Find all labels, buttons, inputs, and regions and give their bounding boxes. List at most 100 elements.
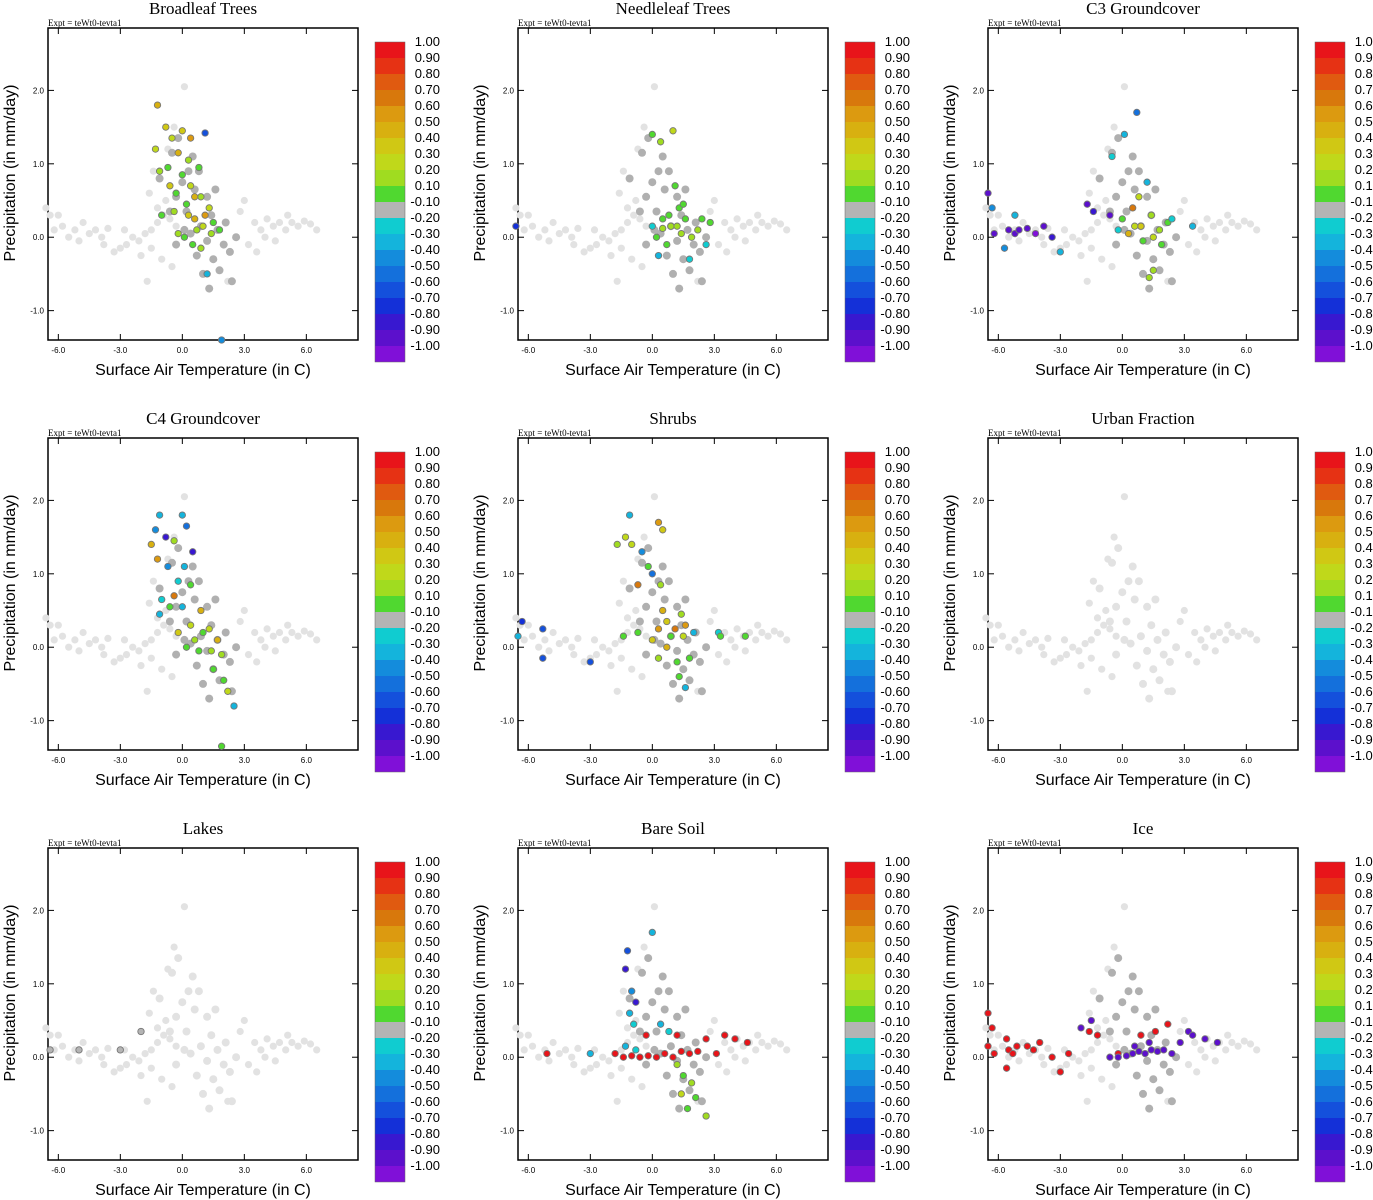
- background-point: [104, 224, 112, 232]
- background-point: [1108, 1083, 1116, 1091]
- cluster-point: [1161, 1038, 1170, 1047]
- colorbar-swatch: [375, 42, 405, 58]
- colorbar-label: 0.80: [415, 476, 440, 491]
- x-tick-label: -3.0: [583, 1166, 597, 1175]
- colorbar-swatch: [375, 1006, 405, 1022]
- background-point: [98, 233, 106, 241]
- background-point: [1087, 244, 1095, 252]
- data-point: [1040, 222, 1048, 230]
- colorbar-swatch: [375, 250, 405, 266]
- data-point: [644, 562, 652, 571]
- cluster-point: [673, 646, 682, 655]
- background-point: [122, 1061, 131, 1069]
- colorbar-swatch: [845, 532, 875, 548]
- colorbar-swatch: [375, 564, 405, 580]
- background-point: [116, 1064, 124, 1072]
- cluster-point: [673, 1012, 682, 1021]
- background-point: [1201, 643, 1209, 651]
- colorbar-swatch: [375, 500, 405, 516]
- cluster-point: [642, 192, 651, 201]
- colorbar-swatch: [375, 58, 405, 74]
- colorbar-swatch: [845, 330, 875, 346]
- x-tick-label: 0.0: [647, 756, 659, 765]
- data-point: [1048, 233, 1056, 241]
- colorbar-swatch: [845, 942, 875, 958]
- colorbar-swatch: [375, 942, 405, 958]
- colorbar-label: 0.70: [885, 82, 910, 97]
- background-point: [1211, 237, 1219, 245]
- colorbar-swatch: [845, 926, 875, 942]
- data-point: [681, 683, 690, 692]
- colorbar-swatch: [1315, 74, 1345, 90]
- background-point: [770, 627, 778, 635]
- colorbar-frame: [374, 41, 406, 363]
- x-tick-label: 0.0: [177, 346, 189, 355]
- data-point: [1002, 1064, 1011, 1072]
- cluster-point: [1165, 247, 1174, 256]
- colorbar-swatch: [845, 484, 875, 500]
- data-point: [679, 200, 687, 208]
- background-point: [147, 1046, 155, 1054]
- background-point: [764, 1042, 772, 1050]
- cluster-point: [215, 266, 224, 275]
- cluster-point: [1132, 1071, 1141, 1080]
- data-point: [619, 632, 628, 640]
- colorbar-label: -0.70: [1350, 700, 1373, 715]
- background-point: [71, 636, 79, 644]
- cluster-point: [1095, 174, 1104, 183]
- background-point: [85, 1050, 93, 1058]
- data-point: [990, 1049, 998, 1058]
- colorbar-swatch: [845, 1038, 875, 1054]
- colorbar-swatch: [375, 1150, 405, 1166]
- expt-label: Expt = teWt0-tevta1: [518, 428, 592, 438]
- cluster-point: [1139, 679, 1147, 688]
- colorbar-swatch: [845, 1006, 875, 1022]
- data-point: [172, 189, 180, 197]
- background-point: [599, 1053, 607, 1061]
- background-point: [58, 222, 67, 230]
- colorbar-swatch: [845, 468, 875, 484]
- data-point: [677, 1047, 685, 1056]
- data-point: [189, 240, 197, 249]
- data-point: [628, 1052, 636, 1060]
- colorbar-swatch: [1315, 1070, 1345, 1086]
- data-point: [1131, 1042, 1139, 1050]
- cluster-point: [1134, 987, 1143, 996]
- colorbar-label: 0.50: [1355, 114, 1373, 129]
- cluster-point: [192, 251, 201, 260]
- background-point: [741, 237, 749, 245]
- background-point: [313, 226, 321, 234]
- data-point: [170, 592, 178, 600]
- y-tick-label: 2.0: [503, 496, 515, 505]
- data-point: [1135, 193, 1143, 201]
- background-point: [714, 1061, 723, 1069]
- background-point: [650, 903, 659, 911]
- cluster-point: [1112, 650, 1121, 659]
- colorbar-label: -0.30: [1350, 226, 1373, 241]
- background-point: [574, 634, 582, 643]
- colorbar-label: -0.10: [410, 604, 440, 619]
- cluster-point: [1143, 646, 1152, 655]
- background-point: [300, 1037, 308, 1045]
- data-point: [1155, 226, 1164, 234]
- background-point: [561, 226, 570, 234]
- cluster-point: [673, 192, 682, 201]
- colorbar-swatch: [1315, 862, 1345, 878]
- cluster-point: [1118, 588, 1127, 597]
- x-axis-label: Surface Air Temperature (in C): [95, 362, 311, 379]
- background-point: [1098, 665, 1106, 673]
- cluster-point: [192, 661, 201, 670]
- background-point: [520, 636, 528, 644]
- cluster-point: [1122, 207, 1131, 216]
- cluster-point: [664, 577, 673, 586]
- colorbar-label: 0.50: [885, 114, 910, 129]
- cluster-point: [1149, 665, 1158, 674]
- background-point: [636, 215, 644, 223]
- colorbar-swatch: [375, 990, 405, 1006]
- data-point: [1147, 1046, 1155, 1054]
- colorbar-label: 0.30: [885, 966, 910, 981]
- colorbar-label: 0.30: [1355, 556, 1373, 571]
- background-point: [754, 211, 762, 219]
- background-point: [137, 1072, 145, 1080]
- background-point: [1083, 277, 1091, 285]
